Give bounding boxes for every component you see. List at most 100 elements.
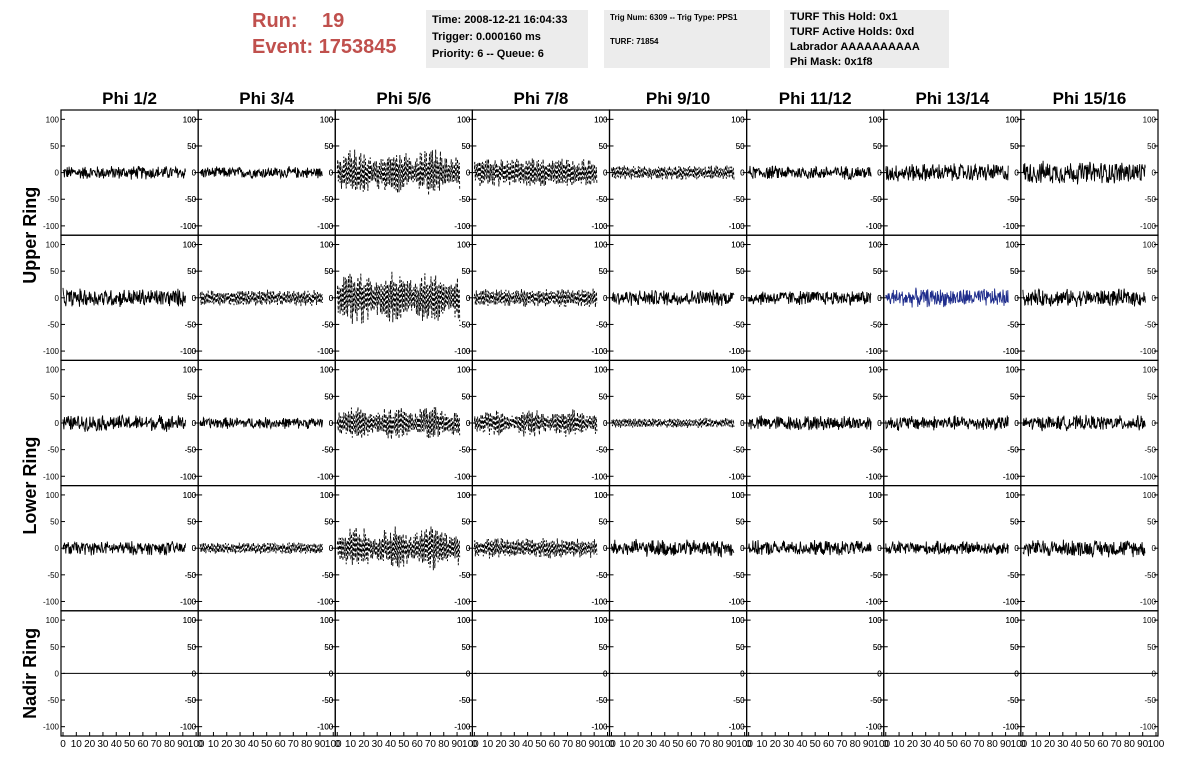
y-tick-label-right: -100 [729, 723, 746, 732]
column-header: Phi 13/14 [915, 89, 989, 108]
y-tick-label-left: -100 [180, 347, 197, 356]
y-tick-label-right: 100 [183, 241, 197, 250]
x-tick-label: 90 [314, 739, 326, 750]
y-tick-label-left: 100 [46, 241, 60, 250]
y-tick-label-left: -100 [180, 723, 197, 732]
x-tick-label: 100 [325, 739, 342, 750]
y-tick-label-right: 0 [1152, 419, 1157, 428]
x-tick-label: 30 [783, 739, 795, 750]
y-tick-label-right: -50 [870, 446, 882, 455]
x-tick-label: 100 [736, 739, 753, 750]
y-tick-label-right: 50 [461, 643, 470, 652]
y-tick-label-right: 50 [736, 518, 745, 527]
x-tick-label: 60 [823, 739, 835, 750]
y-tick-label-left: 100 [46, 616, 60, 625]
y-tick-label-left: 0 [877, 169, 882, 178]
x-tick-label: 70 [151, 739, 163, 750]
event-label: Event: [252, 36, 314, 58]
waveform-trace [199, 165, 323, 180]
y-tick-label-left: -50 [322, 195, 334, 204]
x-tick-label: 70 [288, 739, 300, 750]
run-label: Run: [252, 10, 298, 32]
y-tick-label-left: -100 [454, 472, 471, 481]
y-tick-label-right: 100 [183, 366, 197, 375]
y-tick-label-right: 0 [603, 169, 608, 178]
x-tick-label: 60 [274, 739, 286, 750]
y-tick-label-left: 0 [877, 544, 882, 553]
y-tick-label-left: -50 [322, 571, 334, 580]
y-tick-label-left: 0 [55, 294, 60, 303]
y-tick-label-left: -50 [47, 571, 59, 580]
y-tick-label-left: -50 [459, 446, 471, 455]
y-tick-label-right: 100 [868, 115, 882, 124]
y-tick-label-left: -50 [596, 696, 608, 705]
y-tick-label-left: 0 [192, 169, 197, 178]
y-tick-label-right: 50 [736, 142, 745, 151]
x-tick-label: 30 [509, 739, 521, 750]
y-tick-label-right: 100 [1143, 241, 1157, 250]
y-tick-label-right: 100 [594, 115, 608, 124]
x-tick-label: 40 [796, 739, 808, 750]
y-tick-label-left: 0 [1014, 294, 1019, 303]
y-tick-label-right: 50 [324, 518, 333, 527]
y-tick-label-left: 100 [868, 241, 882, 250]
x-tick-label: 90 [863, 739, 875, 750]
y-tick-label-right: 50 [187, 142, 196, 151]
y-tick-label-left: 0 [603, 294, 608, 303]
y-tick-label-left: 50 [599, 518, 608, 527]
y-tick-label-right: 50 [1147, 643, 1156, 652]
y-tick-label-right: -100 [317, 597, 334, 606]
y-tick-label-right: 100 [1143, 366, 1157, 375]
y-tick-label-left: -50 [459, 320, 471, 329]
y-tick-label-right: -100 [317, 222, 334, 231]
y-tick-label-right: 100 [1006, 616, 1020, 625]
y-tick-label-right: 50 [461, 267, 470, 276]
y-tick-label-left: 50 [187, 643, 196, 652]
y-tick-label-right: -100 [180, 597, 197, 606]
y-tick-label-right: 100 [868, 366, 882, 375]
y-tick-label-right: -50 [185, 195, 197, 204]
y-tick-label-right: 50 [873, 142, 882, 151]
y-tick-label-left: 100 [731, 491, 745, 500]
y-tick-label-right: -100 [1140, 472, 1157, 481]
y-tick-label-left: 100 [731, 115, 745, 124]
y-tick-label-left: 50 [324, 643, 333, 652]
y-tick-label-left: -50 [1007, 195, 1019, 204]
x-tick-label: 40 [933, 739, 945, 750]
y-tick-label-left: -50 [185, 195, 197, 204]
y-tick-label-right: -50 [459, 446, 471, 455]
y-tick-label-right: -50 [1007, 446, 1019, 455]
y-tick-label-right: 100 [457, 491, 471, 500]
x-tick-label: 100 [1148, 739, 1165, 750]
y-tick-label-right: 100 [320, 115, 334, 124]
y-tick-label-right: -50 [459, 571, 471, 580]
y-tick-label-left: 100 [183, 616, 197, 625]
y-tick-label-right: 50 [461, 518, 470, 527]
y-tick-label-right: -100 [866, 347, 883, 356]
y-tick-label-left: 0 [740, 169, 745, 178]
y-tick-label-left: 0 [55, 169, 60, 178]
y-tick-label-right: 0 [329, 294, 334, 303]
x-tick-label: 50 [673, 739, 685, 750]
y-tick-label-left: -50 [733, 195, 745, 204]
y-tick-label-right: 100 [731, 491, 745, 500]
y-tick-label-left: -50 [870, 571, 882, 580]
x-tick-label: 20 [84, 739, 96, 750]
y-tick-label-left: 0 [466, 544, 471, 553]
x-tick-label: 100 [462, 739, 479, 750]
y-tick-label-left: -100 [43, 222, 60, 231]
y-tick-label-right: -100 [454, 597, 471, 606]
y-tick-label-left: -100 [43, 347, 60, 356]
waveform-trace [199, 416, 324, 430]
y-tick-label-right: 0 [1014, 419, 1019, 428]
x-tick-label: 50 [261, 739, 273, 750]
y-tick-label-left: 0 [877, 419, 882, 428]
y-tick-label-left: 0 [740, 419, 745, 428]
waveform-trace [885, 287, 1009, 308]
y-tick-label-right: 100 [1006, 115, 1020, 124]
y-tick-label-right: -100 [454, 347, 471, 356]
y-tick-label-left: 100 [1006, 115, 1020, 124]
y-tick-label-right: -100 [180, 472, 197, 481]
x-tick-label: 70 [836, 739, 848, 750]
waveform-trace [62, 165, 186, 180]
